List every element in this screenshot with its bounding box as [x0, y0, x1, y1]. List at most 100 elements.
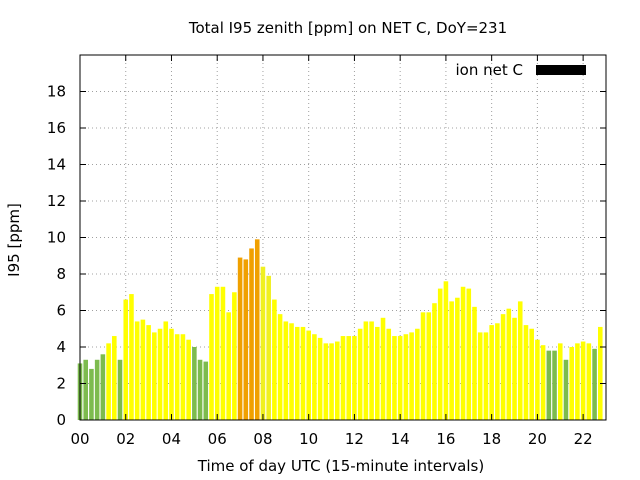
y-tick-label: 4 [56, 338, 66, 356]
bar [363, 321, 369, 420]
bar [346, 336, 352, 420]
bar [180, 334, 186, 420]
bar [460, 286, 466, 420]
x-tick-label: 22 [574, 430, 593, 448]
bar [580, 341, 586, 420]
bar [597, 326, 603, 420]
bar [129, 294, 134, 420]
x-tick-label: 00 [70, 430, 89, 448]
bar [495, 323, 500, 420]
bar [546, 350, 552, 420]
bar [163, 321, 169, 420]
legend-swatch [536, 65, 586, 75]
bar [437, 288, 443, 420]
bar [100, 354, 106, 420]
bar [323, 343, 329, 420]
y-tick-label: 14 [47, 156, 66, 174]
y-tick-label: 8 [56, 265, 66, 283]
bar [272, 299, 277, 420]
bar [94, 359, 100, 420]
x-axis-label: Time of day UTC (15-minute intervals) [197, 457, 484, 475]
x-tick-label: 02 [116, 430, 135, 448]
x-axis: 00 02 04 06 08 10 12 14 16 18 20 22 [70, 55, 593, 448]
bar [83, 359, 89, 420]
bar [443, 281, 449, 420]
bar [500, 314, 506, 420]
bar [214, 286, 220, 420]
bar [352, 336, 357, 420]
y-tick-label: 10 [47, 229, 66, 247]
bar [260, 266, 266, 420]
bar [174, 334, 180, 420]
x-tick-label: 06 [208, 430, 227, 448]
bar [249, 248, 254, 420]
y-tick-label: 18 [47, 83, 66, 101]
bar [283, 321, 289, 420]
x-tick-label: 18 [482, 430, 501, 448]
bar [517, 301, 523, 420]
bar [563, 359, 569, 420]
bar [575, 343, 580, 420]
bar [152, 332, 157, 420]
bar [277, 314, 283, 420]
bar [375, 326, 380, 420]
x-tick-label: 20 [528, 430, 547, 448]
x-tick-label: 08 [253, 430, 272, 448]
bar [123, 299, 129, 420]
bar [506, 308, 512, 420]
bar [489, 325, 494, 420]
bar [540, 345, 546, 420]
bar [392, 336, 397, 420]
bar [569, 347, 574, 420]
bar [237, 257, 243, 420]
x-tick-label: 12 [345, 430, 364, 448]
bar [112, 336, 117, 420]
x-tick-label: 04 [162, 430, 181, 448]
bar [535, 339, 540, 420]
bar [232, 292, 237, 420]
bar [483, 332, 489, 420]
bar [220, 286, 226, 420]
bar [455, 297, 460, 420]
bar [254, 239, 260, 420]
bar [140, 319, 146, 420]
y-tick-label: 16 [47, 119, 66, 137]
bar [157, 328, 163, 420]
bar [403, 334, 409, 420]
bar [380, 317, 386, 420]
bar [317, 337, 323, 420]
bar [186, 339, 191, 420]
bar [552, 350, 557, 420]
bar [415, 328, 420, 420]
y-tick-label: 12 [47, 192, 66, 210]
bar [586, 343, 592, 420]
bar [449, 301, 454, 420]
bar [523, 325, 529, 420]
bar [512, 317, 517, 420]
x-tick-label: 14 [391, 430, 410, 448]
bar [106, 343, 111, 420]
bar [312, 334, 317, 420]
bar [557, 343, 563, 420]
bar [134, 321, 140, 420]
bar [329, 343, 334, 420]
y-tick-label: 0 [56, 411, 66, 429]
bar [369, 321, 374, 420]
bar [306, 330, 311, 420]
bar [117, 359, 123, 420]
bar [592, 348, 597, 420]
bar [289, 323, 294, 420]
y-axis-label: I95 [ppm] [5, 203, 23, 277]
bar [209, 294, 214, 420]
bar [529, 328, 534, 420]
bar [357, 328, 363, 420]
y-tick-label: 2 [56, 375, 66, 393]
bar [203, 361, 209, 420]
legend-label: ion net C [456, 61, 523, 79]
x-tick-label: 10 [299, 430, 318, 448]
bar [420, 312, 426, 420]
bar [197, 359, 203, 420]
bar [192, 347, 197, 420]
bar [266, 275, 271, 420]
